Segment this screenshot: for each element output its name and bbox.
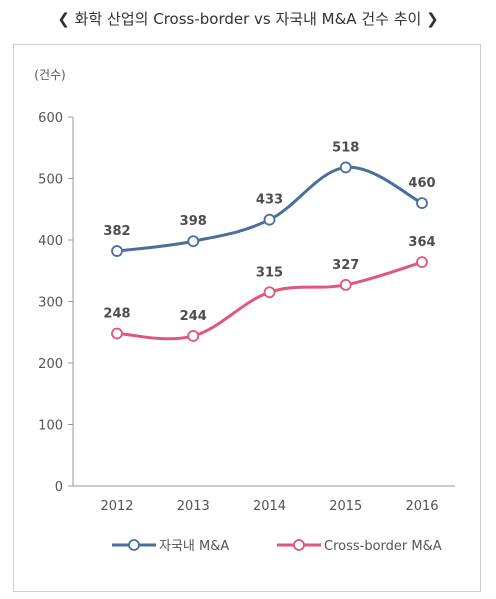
axes: 0 100 200 300 400 500 600 2012 2013 2014 2015 2016 <box>38 111 455 514</box>
chart-title: ❮ 화학 산업의 Cross-border vs 자국내 M&A 건수 추이 ❯ <box>57 10 439 28</box>
data-point <box>187 330 200 342</box>
chart-frame <box>13 44 481 592</box>
data-labels: 382 398 433 518 460 248 244 315 327 364 <box>103 140 435 324</box>
data-label: 382 <box>103 224 130 239</box>
x-tick-label: 2013 <box>177 499 210 514</box>
data-point <box>339 161 352 174</box>
data-point <box>416 197 428 210</box>
data-label: 398 <box>180 214 207 229</box>
data-point <box>263 286 276 299</box>
data-label: 518 <box>332 140 359 155</box>
data-label: 327 <box>332 258 359 273</box>
x-tick-label: 2016 <box>405 499 438 514</box>
data-point <box>111 245 123 257</box>
data-point <box>263 213 276 226</box>
x-tick-label: 2012 <box>100 499 133 514</box>
data-label: 315 <box>256 265 283 280</box>
y-axis-label: (건수) <box>34 68 65 82</box>
y-tick-label: 0 <box>55 480 63 495</box>
y-tick-label: 600 <box>38 111 63 126</box>
data-points <box>111 161 428 342</box>
y-tick-label: 300 <box>38 296 63 311</box>
y-tick-label: 500 <box>38 173 63 188</box>
legend-swatch-marker <box>293 539 305 551</box>
data-point <box>416 256 428 269</box>
data-point <box>339 278 352 291</box>
legend-swatch-marker <box>128 539 140 551</box>
data-label: 244 <box>180 309 207 324</box>
data-label: 248 <box>103 306 130 321</box>
series-line-1 <box>115 165 424 253</box>
x-tick-label: 2015 <box>329 499 362 514</box>
legend-label: Cross-border M&A <box>324 539 442 554</box>
y-tick-label: 100 <box>38 419 63 434</box>
data-point <box>111 327 123 340</box>
legend-label: 자국내 M&A <box>159 539 229 554</box>
y-tick-label: 200 <box>38 357 63 372</box>
data-label: 433 <box>256 193 283 208</box>
data-label: 364 <box>408 235 435 250</box>
data-point <box>187 235 200 248</box>
legend: 자국내 M&A Cross-border M&A <box>112 539 442 554</box>
y-tick-label: 400 <box>38 234 63 249</box>
data-label: 460 <box>408 176 435 191</box>
x-tick-label: 2014 <box>253 499 286 514</box>
